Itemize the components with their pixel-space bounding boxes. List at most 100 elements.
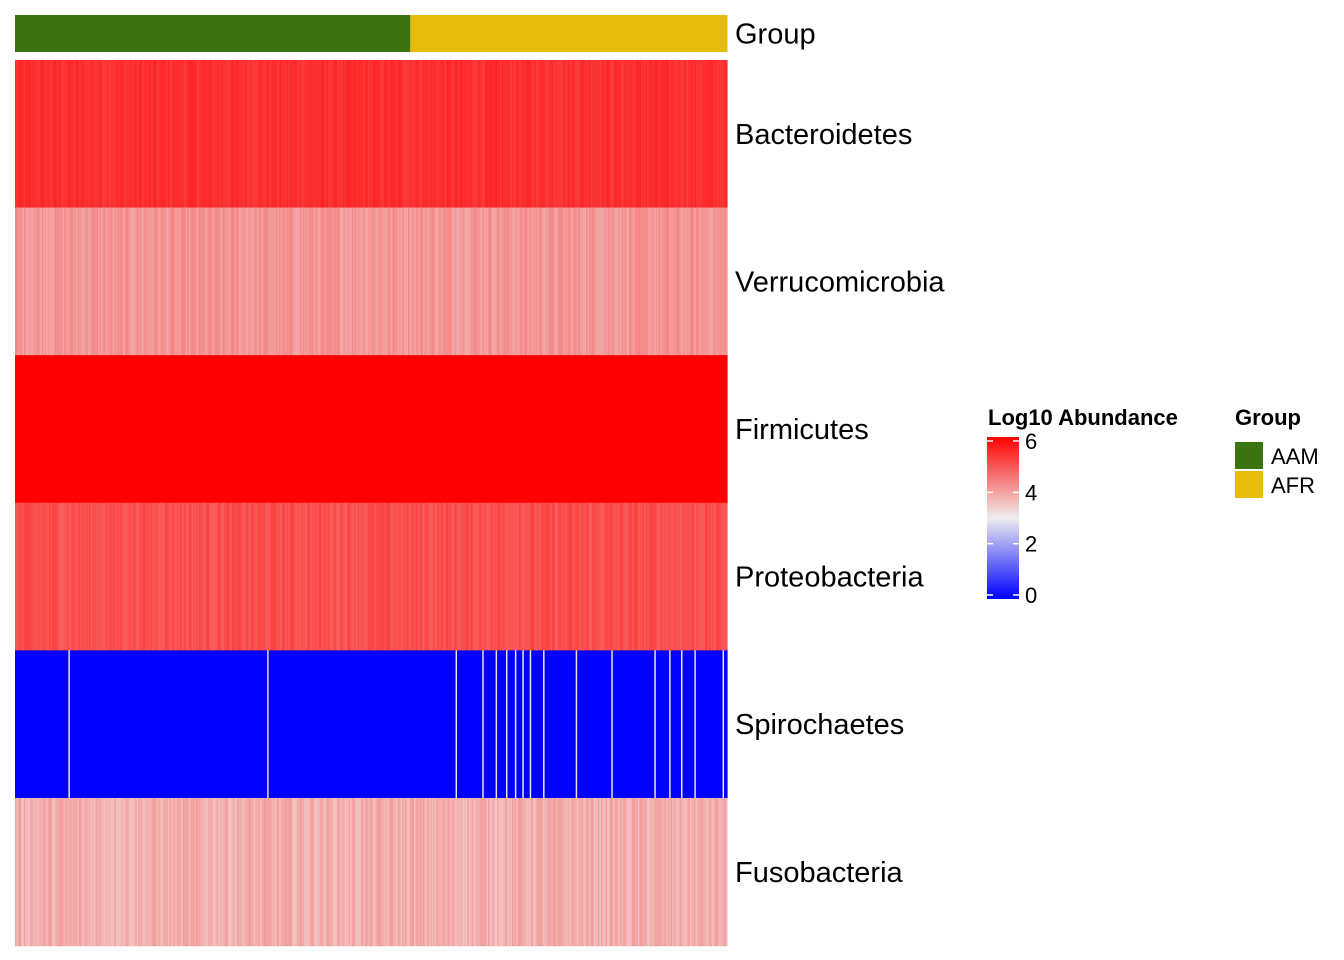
heatmap-cell xyxy=(538,355,541,504)
heatmap-cell xyxy=(225,502,228,651)
heatmap-cell xyxy=(609,650,612,799)
heatmap-cell xyxy=(32,798,35,947)
heatmap-cell xyxy=(635,355,638,504)
heatmap-cell xyxy=(296,60,299,209)
heatmap-cell xyxy=(510,207,513,356)
heatmap-cell xyxy=(422,355,425,504)
heatmap-cell xyxy=(330,650,334,799)
heatmap-cell xyxy=(578,207,581,356)
heatmap-cell xyxy=(255,355,258,504)
heatmap-cell xyxy=(63,798,67,947)
heatmap-cell xyxy=(670,650,673,799)
heatmap-cell xyxy=(418,60,421,209)
heatmap-cell xyxy=(394,60,397,209)
heatmap-cell xyxy=(253,207,256,356)
heatmap-cell xyxy=(144,60,147,209)
heatmap-cell xyxy=(626,798,629,947)
heatmap-cell xyxy=(559,650,562,799)
heatmap-cell xyxy=(83,502,86,651)
color-scale-title: Log10 Abundance xyxy=(988,405,1178,430)
heatmap-cell xyxy=(218,502,221,651)
heatmap-cell xyxy=(605,60,608,209)
heatmap-cell xyxy=(236,798,239,947)
heatmap-cell xyxy=(715,502,718,651)
heatmap-cell xyxy=(375,798,378,947)
heatmap-cell xyxy=(152,650,156,799)
heatmap-cell xyxy=(307,798,310,947)
heatmap-cell xyxy=(201,798,204,947)
heatmap-cell xyxy=(106,502,110,651)
heatmap-cell xyxy=(648,60,651,209)
heatmap-cell xyxy=(144,650,147,799)
heatmap-cell xyxy=(209,355,212,504)
row-label-bacteroidetes: Bacteroidetes xyxy=(735,119,912,151)
heatmap-cell xyxy=(457,798,460,947)
heatmap-cell xyxy=(673,60,676,209)
heatmap-cell xyxy=(649,60,652,209)
heatmap-cell xyxy=(221,798,224,947)
heatmap-cell xyxy=(41,207,44,356)
heatmap-cell xyxy=(593,60,596,209)
heatmap-cell xyxy=(215,60,218,209)
heatmap-cell xyxy=(695,798,698,947)
heatmap-cell xyxy=(102,502,105,651)
heatmap-cell xyxy=(430,207,433,356)
heatmap-cell xyxy=(608,207,611,356)
heatmap-cell xyxy=(96,60,99,209)
heatmap-cell xyxy=(446,798,449,947)
heatmap-cell xyxy=(492,502,495,651)
heatmap-cell xyxy=(643,650,647,799)
heatmap-cell xyxy=(158,60,161,209)
heatmap-cell xyxy=(706,355,709,504)
heatmap-cell xyxy=(584,355,587,504)
heatmap-cell xyxy=(52,355,55,504)
heatmap-cell xyxy=(602,502,605,651)
heatmap-cell xyxy=(430,355,433,504)
heatmap-cell xyxy=(642,60,645,209)
heatmap-cell xyxy=(646,60,649,209)
heatmap-cell xyxy=(669,207,672,356)
heatmap-cell xyxy=(724,207,727,356)
heatmap-cell xyxy=(384,60,387,209)
heatmap-cell xyxy=(382,798,385,947)
heatmap-cell xyxy=(428,207,431,356)
heatmap-cell xyxy=(166,207,169,356)
heatmap-cell xyxy=(412,798,415,947)
heatmap-cell xyxy=(365,355,368,504)
heatmap-cell xyxy=(553,60,556,209)
heatmap-cell xyxy=(115,650,118,799)
heatmap-cell xyxy=(265,650,268,799)
heatmap-cell xyxy=(19,355,22,504)
heatmap-cell xyxy=(562,798,565,947)
heatmap-cell xyxy=(182,355,185,504)
heatmap-cell xyxy=(442,60,445,209)
heatmap-cell xyxy=(228,650,231,799)
heatmap-cell xyxy=(154,60,157,209)
heatmap-cell xyxy=(505,502,509,651)
heatmap-cell xyxy=(615,355,618,504)
heatmap-cell xyxy=(365,650,368,799)
heatmap-cell xyxy=(317,650,320,799)
heatmap-cell xyxy=(480,650,483,799)
heatmap-cell xyxy=(32,502,35,651)
heatmap-cell xyxy=(157,502,160,651)
heatmap-cell xyxy=(132,650,135,799)
heatmap-cell xyxy=(111,798,114,947)
heatmap-cell xyxy=(652,502,655,651)
color-scale-bar xyxy=(987,437,1019,599)
heatmap-cell xyxy=(253,355,256,504)
heatmap-cell xyxy=(589,60,592,209)
heatmap-cell xyxy=(461,207,464,356)
heatmap-cell xyxy=(640,60,644,209)
heatmap-cell xyxy=(529,650,532,799)
heatmap-cell xyxy=(60,355,64,504)
heatmap-cell xyxy=(486,355,489,504)
heatmap-cell xyxy=(593,798,596,947)
heatmap-cell xyxy=(476,60,479,209)
heatmap-cell xyxy=(366,798,369,947)
heatmap-cell xyxy=(360,502,363,651)
heatmap-cell xyxy=(286,355,289,504)
heatmap-cell xyxy=(194,650,197,799)
heatmap-cell xyxy=(90,502,93,651)
heatmap-cell xyxy=(224,207,227,356)
